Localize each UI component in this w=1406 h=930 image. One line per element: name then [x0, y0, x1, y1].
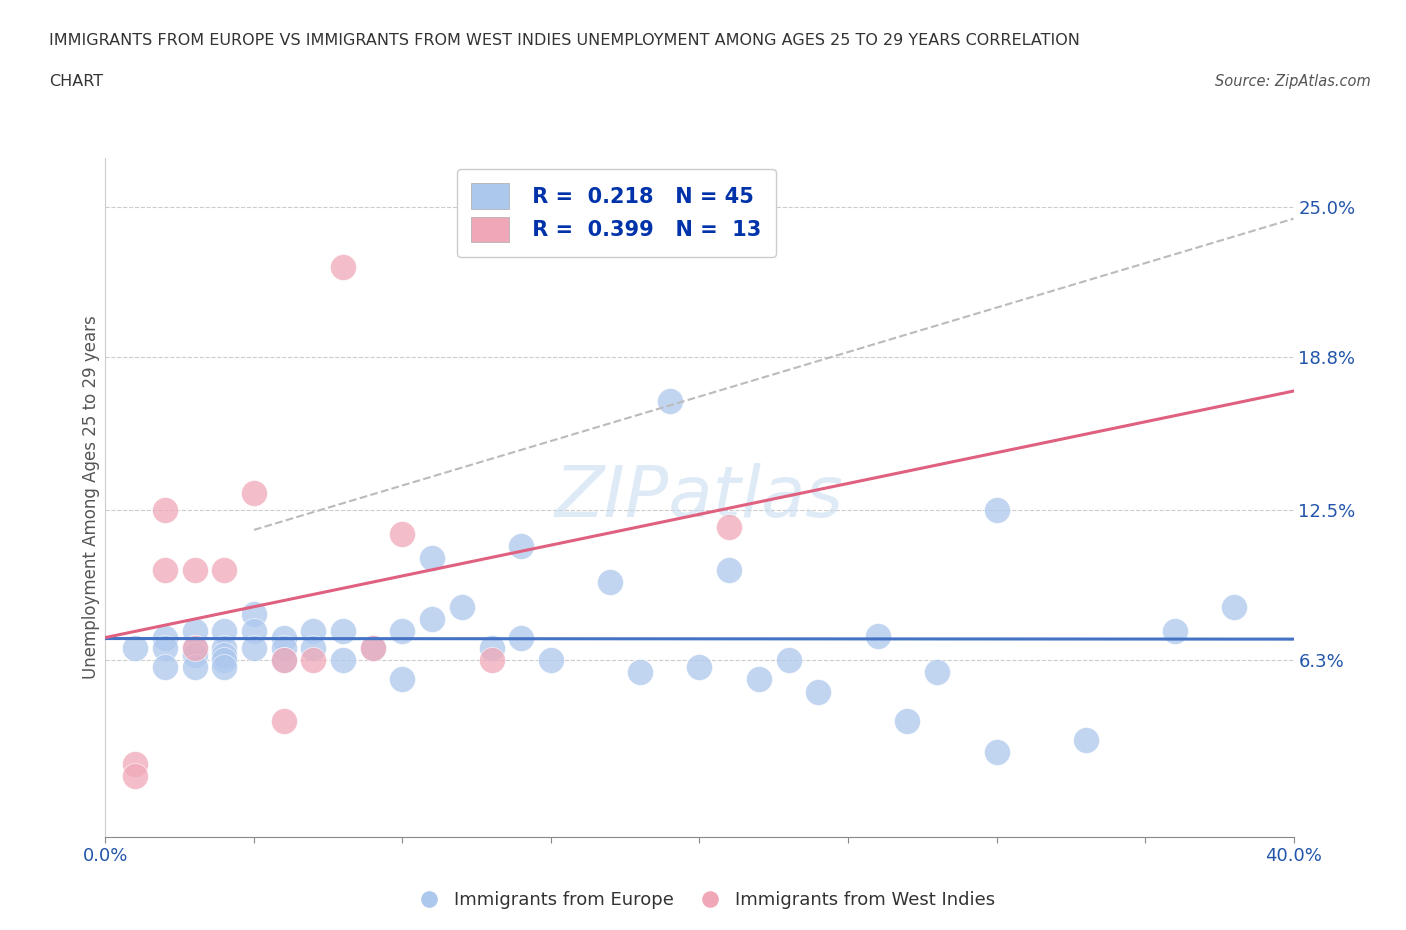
Point [1223, 599, 1246, 614]
Point [361, 641, 384, 656]
Point [689, 660, 711, 675]
Point [361, 641, 384, 656]
Point [302, 641, 325, 656]
Point [748, 672, 770, 687]
Point [273, 653, 295, 668]
Point [332, 653, 354, 668]
Text: IMMIGRANTS FROM EUROPE VS IMMIGRANTS FROM WEST INDIES UNEMPLOYMENT AMONG AGES 25: IMMIGRANTS FROM EUROPE VS IMMIGRANTS FRO… [49, 33, 1080, 47]
Point [778, 653, 800, 668]
Point [183, 641, 205, 656]
Point [183, 647, 205, 662]
Point [243, 485, 266, 500]
Text: Source: ZipAtlas.com: Source: ZipAtlas.com [1215, 74, 1371, 89]
Legend:  R =  0.218   N = 45,  R =  0.399   N =  13: R = 0.218 N = 45, R = 0.399 N = 13 [457, 168, 776, 257]
Point [420, 611, 443, 626]
Point [153, 660, 176, 675]
Point [183, 641, 205, 656]
Point [124, 769, 146, 784]
Point [391, 526, 413, 541]
Point [481, 641, 503, 656]
Point [391, 672, 413, 687]
Point [214, 653, 236, 668]
Point [124, 757, 146, 772]
Point [927, 665, 949, 680]
Point [153, 563, 176, 578]
Point [481, 653, 503, 668]
Point [628, 665, 651, 680]
Point [153, 641, 176, 656]
Point [214, 563, 236, 578]
Point [450, 599, 472, 614]
Point [183, 563, 205, 578]
Point [866, 629, 889, 644]
Point [153, 502, 176, 517]
Legend: Immigrants from Europe, Immigrants from West Indies: Immigrants from Europe, Immigrants from … [404, 884, 1002, 916]
Point [302, 653, 325, 668]
Point [273, 713, 295, 728]
Point [214, 647, 236, 662]
Point [153, 631, 176, 645]
Point [332, 623, 354, 638]
Point [243, 641, 266, 656]
Text: CHART: CHART [49, 74, 103, 89]
Text: ZIPatlas: ZIPatlas [555, 463, 844, 532]
Point [183, 660, 205, 675]
Point [214, 623, 236, 638]
Point [599, 575, 621, 590]
Point [243, 606, 266, 621]
Point [273, 641, 295, 656]
Point [420, 551, 443, 565]
Point [332, 259, 354, 274]
Y-axis label: Unemployment Among Ages 25 to 29 years: Unemployment Among Ages 25 to 29 years [82, 315, 100, 680]
Point [124, 641, 146, 656]
Point [273, 653, 295, 668]
Point [1164, 623, 1187, 638]
Point [214, 641, 236, 656]
Point [302, 623, 325, 638]
Point [986, 502, 1008, 517]
Point [243, 623, 266, 638]
Point [510, 631, 533, 645]
Point [896, 713, 918, 728]
Point [658, 393, 681, 408]
Point [718, 519, 741, 534]
Point [540, 653, 562, 668]
Point [183, 623, 205, 638]
Point [273, 631, 295, 645]
Point [1074, 733, 1097, 748]
Point [510, 538, 533, 553]
Point [391, 623, 413, 638]
Point [718, 563, 741, 578]
Point [807, 684, 830, 699]
Point [214, 660, 236, 675]
Point [986, 745, 1008, 760]
